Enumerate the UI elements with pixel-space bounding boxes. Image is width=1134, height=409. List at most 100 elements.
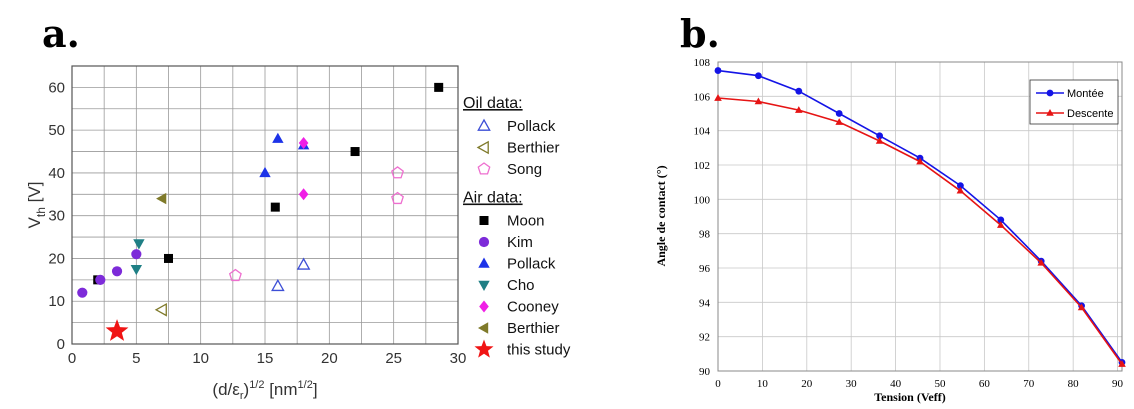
legend-label: Pollack xyxy=(507,118,556,135)
legend-label: Pollack xyxy=(507,256,556,273)
x-tick-label: 5 xyxy=(132,350,140,367)
legend-marker xyxy=(476,140,489,155)
legend-label: Descente xyxy=(1067,108,1113,120)
chart-b-legend: Montée Descente xyxy=(1029,79,1119,125)
data-point xyxy=(876,132,883,140)
legend-label: Cho xyxy=(507,277,535,294)
x-tick-label: 20 xyxy=(801,378,813,390)
y-tick-label: 106 xyxy=(694,91,711,103)
panel-label-b: b. xyxy=(680,11,720,56)
legend-marker xyxy=(478,257,490,268)
legend-marker xyxy=(478,322,489,334)
data-point xyxy=(956,186,965,194)
data-point xyxy=(754,97,763,105)
data-point-song xyxy=(228,268,242,282)
x-tick-label: 30 xyxy=(846,378,858,390)
chart-b-plot-frame xyxy=(717,61,1123,372)
x-tick-label: 80 xyxy=(1068,378,1080,390)
data-point-berthier xyxy=(156,192,167,205)
data-point-this-study xyxy=(105,319,129,341)
data-point-berthier xyxy=(154,302,167,317)
y-tick-label: 98 xyxy=(699,229,711,241)
data-point-pollack xyxy=(271,278,285,292)
y-tick-label: 100 xyxy=(694,194,711,206)
x-tick-label: 60 xyxy=(979,378,991,390)
data-point-pollack xyxy=(296,257,311,270)
legend-marker xyxy=(477,118,491,131)
x-tick-label: 70 xyxy=(1023,378,1035,390)
legend-label: Moon xyxy=(507,213,545,230)
data-point xyxy=(957,182,964,190)
data-point xyxy=(835,118,843,125)
y-tick-label: 20 xyxy=(48,250,65,267)
chart-a-grid xyxy=(71,65,459,345)
y-tick-label: 104 xyxy=(694,126,711,138)
legend-box xyxy=(1029,79,1119,125)
data-point-pollack xyxy=(272,132,284,143)
legend-marker xyxy=(479,216,489,225)
chart-b-y-axis-label: Angle de contact (°) xyxy=(654,165,668,266)
data-point xyxy=(795,106,803,113)
chart-b-ticks: 0 10 20 30 40 50 60 70 80 90 90 92 94 96 98 100 102 104 10… xyxy=(694,57,1124,390)
data-point xyxy=(875,136,884,144)
legend-marker xyxy=(478,280,490,291)
chart-a-legend: Oil data: Pollack Berthier Song Air data: Moo… xyxy=(463,95,571,359)
y-tick-label: 60 xyxy=(48,79,65,96)
data-point xyxy=(1037,258,1045,266)
y-tick-label: 108 xyxy=(694,57,711,69)
data-point-song xyxy=(391,191,404,205)
chart-a: 0 5 10 15 20 25 30 0 10 20 30 40 50 60 Vth [V] (d/εr)… xyxy=(25,65,571,402)
series-line-descente xyxy=(717,97,1123,365)
legend-marker xyxy=(477,162,491,175)
y-tick-label: 92 xyxy=(699,332,710,344)
x-tick-label: 30 xyxy=(450,350,467,367)
data-point xyxy=(714,67,722,74)
legend-marker xyxy=(474,339,494,358)
data-point xyxy=(1118,360,1126,367)
legend-marker xyxy=(1046,109,1054,116)
x-tick-label: 90 xyxy=(1112,378,1124,390)
data-point-kim xyxy=(131,249,142,260)
y-tick-label: 96 xyxy=(699,263,711,275)
data-point-moon xyxy=(270,202,280,212)
data-point-moon xyxy=(164,253,173,263)
chart-a-x-axis-label: (d/εr)1/2 [nm1/2] xyxy=(212,379,317,402)
legend-marker xyxy=(1046,89,1054,97)
legend-marker xyxy=(478,236,490,248)
data-point-moon xyxy=(434,82,444,92)
chart-a-ticks: 0 5 10 15 20 25 30 0 10 20 30 40 50 60 xyxy=(48,79,466,367)
y-tick-label: 0 xyxy=(57,336,65,353)
chart-b: 0 10 20 30 40 50 60 70 80 90 90 92 94 96 98 100 102 104 10… xyxy=(654,57,1126,404)
data-point xyxy=(997,216,1005,224)
chart-a-points xyxy=(77,82,444,341)
y-tick-label: 10 xyxy=(48,293,65,310)
data-point-cho xyxy=(130,264,143,276)
x-tick-label: 40 xyxy=(890,378,902,390)
data-point-pollack xyxy=(259,166,271,178)
data-point xyxy=(714,94,722,101)
legend-label: this study xyxy=(507,342,571,359)
data-point-cooney xyxy=(298,136,309,149)
chart-a-plot-frame xyxy=(71,65,459,345)
legend-heading: Air data: xyxy=(463,190,523,207)
data-point-moon xyxy=(350,147,360,157)
data-point xyxy=(795,87,803,95)
data-point xyxy=(997,221,1005,228)
data-point-song xyxy=(391,166,404,179)
data-point-kim xyxy=(77,287,88,298)
y-tick-label: 90 xyxy=(699,366,711,378)
x-tick-label: 15 xyxy=(257,350,274,367)
chart-b-grid xyxy=(718,62,1122,371)
legend-marker xyxy=(479,300,489,313)
data-point xyxy=(835,110,843,117)
panel-label-a: a. xyxy=(42,11,80,56)
legend-label: Montée xyxy=(1067,88,1104,100)
legend-label: Cooney xyxy=(507,299,559,316)
y-tick-label: 30 xyxy=(48,208,65,225)
legend-label: Berthier xyxy=(507,320,560,337)
y-tick-label: 40 xyxy=(48,165,65,182)
y-tick-label: 94 xyxy=(699,297,711,309)
x-tick-label: 50 xyxy=(934,378,946,390)
x-tick-label: 0 xyxy=(68,350,76,367)
